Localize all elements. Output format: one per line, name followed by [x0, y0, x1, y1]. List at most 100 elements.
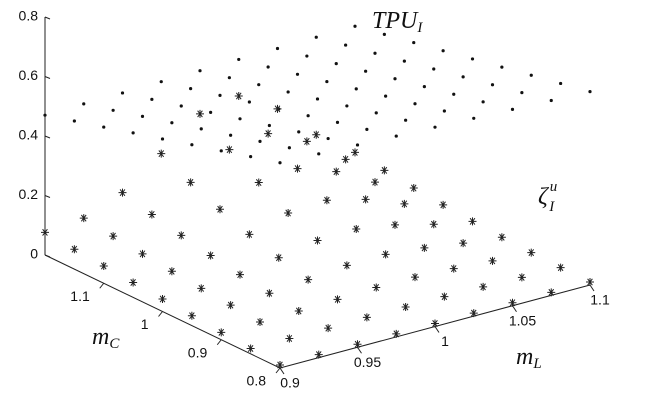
surface-asterisk	[351, 148, 359, 157]
surface-dot	[472, 116, 476, 120]
surface-dot	[170, 121, 174, 125]
surface-dot	[481, 100, 485, 104]
surface-dot	[258, 139, 262, 143]
surface-dot	[249, 155, 253, 159]
surface-asterisk	[302, 137, 311, 146]
surface-asterisk	[342, 261, 351, 270]
surface-dot	[326, 136, 330, 141]
surface-asterisk	[391, 220, 399, 229]
surface-dot	[334, 62, 338, 66]
surface-dot	[111, 108, 115, 112]
surface-asterisk	[439, 200, 448, 209]
surface-dot	[219, 149, 223, 153]
surface-dot	[520, 91, 524, 95]
y-tick	[99, 282, 105, 289]
surface-asterisk	[324, 324, 333, 333]
surface-asterisk	[409, 184, 418, 193]
surface-asterisk	[225, 145, 234, 154]
surface-asterisk	[216, 205, 224, 214]
surface-dot	[150, 97, 154, 101]
surface-asterisk	[479, 282, 488, 291]
y-tick-label: 1.1	[70, 288, 90, 304]
surface-asterisk	[459, 239, 468, 248]
surface-asterisk	[177, 231, 186, 240]
tpu-label: TPUI	[372, 8, 423, 37]
y-tick-label: 1	[141, 316, 149, 332]
surface-dot	[315, 97, 320, 101]
surface-asterisk	[401, 303, 410, 312]
x-tick-label: 1	[441, 333, 449, 349]
surface-asterisk	[246, 344, 255, 353]
surface-dot	[159, 80, 163, 84]
surface-dot	[374, 111, 378, 115]
surface-asterisk	[468, 217, 477, 226]
surface-asterisk	[41, 228, 49, 237]
surface-dot	[345, 104, 349, 108]
surface-dot	[295, 72, 300, 76]
surface-asterisk	[362, 313, 371, 322]
surface-dot	[275, 46, 280, 51]
surface-dot	[43, 113, 47, 117]
surface-asterisk	[99, 261, 108, 270]
surface-asterisk	[352, 224, 361, 233]
surface-dot	[286, 90, 290, 94]
surface-asterisk	[226, 301, 235, 310]
surface-asterisk	[497, 233, 506, 242]
surface-dot	[461, 75, 465, 79]
surface-asterisk	[361, 195, 370, 204]
surface-dot	[218, 93, 222, 97]
y-tick-label: 0.8	[247, 373, 267, 389]
surface-asterisk	[431, 319, 439, 328]
z-tick-label: 0.6	[19, 67, 39, 83]
surface-asterisk	[508, 298, 517, 307]
surface-dot	[402, 59, 406, 63]
surface-asterisk	[167, 267, 176, 276]
surface-dot	[179, 104, 183, 108]
surface-dot	[452, 92, 456, 96]
surface-asterisk	[440, 292, 449, 301]
surface-asterisk	[284, 209, 293, 218]
surface-asterisk	[353, 340, 362, 349]
surface-asterisk	[400, 199, 409, 208]
surface-dot	[237, 57, 241, 62]
surface-dot	[394, 134, 398, 138]
label-sub: I	[548, 199, 555, 215]
surface-dot	[373, 51, 377, 55]
surface-dot	[382, 32, 386, 37]
surface-asterisk	[527, 248, 536, 257]
surface-asterisk	[276, 361, 284, 370]
surface-dot	[441, 49, 445, 53]
surface-dot	[306, 114, 310, 118]
surface-asterisk	[392, 329, 401, 338]
surface-asterisk	[322, 196, 331, 205]
surface-asterisk	[304, 275, 313, 284]
surface-asterisk	[294, 306, 303, 315]
surface-asterisk	[469, 309, 478, 318]
surface-asterisk	[372, 283, 381, 292]
y-tick	[275, 367, 281, 374]
surface-dot	[266, 65, 270, 69]
surface-asterisk	[449, 264, 458, 273]
surface-dot	[209, 110, 213, 115]
surface-asterisk	[79, 214, 88, 223]
surface-dot	[287, 146, 291, 150]
surface-asterisk	[312, 130, 321, 139]
label-sup: u	[550, 179, 558, 195]
surface-dot	[354, 87, 358, 91]
surface-asterisk	[380, 166, 389, 175]
label-sub: L	[532, 356, 541, 372]
surface-dot	[413, 102, 417, 106]
surface-dot	[470, 57, 475, 61]
surface-dot	[72, 119, 76, 123]
surface-asterisk	[118, 188, 127, 197]
surface-dot	[325, 79, 329, 84]
surface-asterisk	[157, 149, 166, 158]
surface-asterisk	[264, 129, 273, 138]
surface-asterisk	[234, 92, 243, 101]
x-tick-label: 1.05	[509, 312, 536, 328]
surface-dot	[257, 83, 261, 87]
surface-asterisk	[517, 273, 526, 282]
surface-dot	[344, 43, 348, 47]
surface-dot	[278, 161, 282, 165]
surface-asterisk	[371, 178, 379, 187]
